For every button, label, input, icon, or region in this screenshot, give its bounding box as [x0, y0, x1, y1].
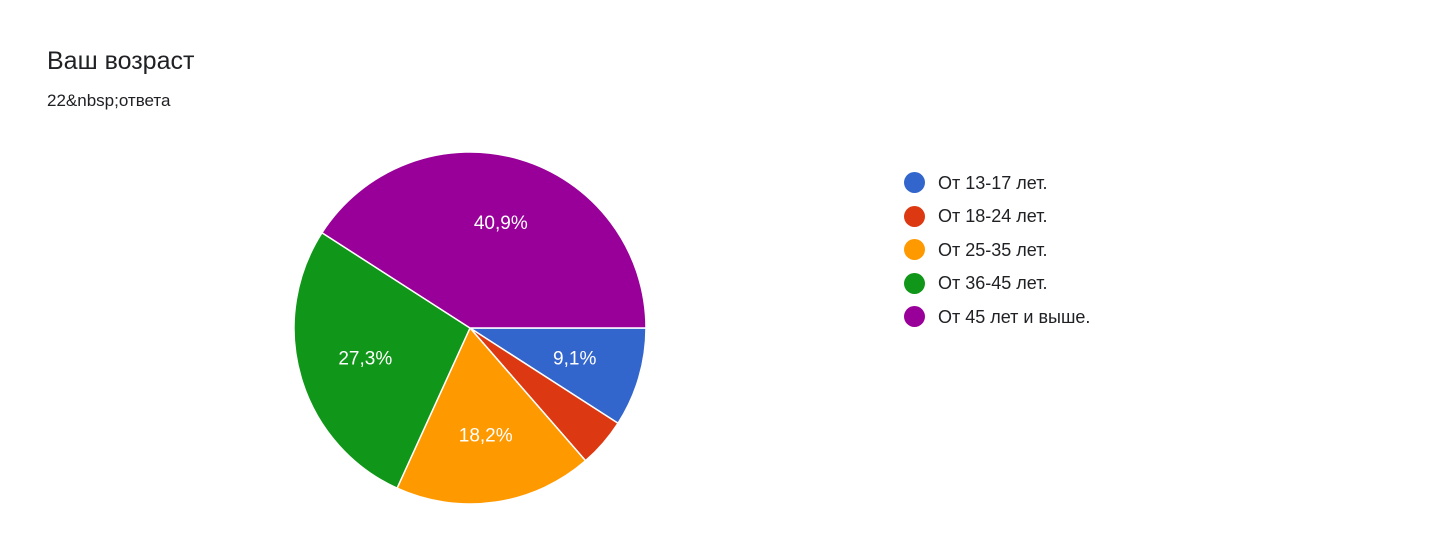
legend-color-dot: [904, 306, 925, 328]
legend-color-dot: [904, 205, 925, 227]
chart-legend: От 13-17 лет. От 18-24 лет. От 25-35 лет. О…: [904, 166, 1090, 334]
legend-label: От 45 лет и выше.: [938, 306, 1091, 327]
legend-item-3[interactable]: От 25-35 лет.: [904, 233, 1090, 267]
pie-slice-label-1: 9,1%: [553, 348, 596, 369]
legend-label: От 25-35 лет.: [938, 239, 1048, 260]
legend-color-dot: [904, 172, 925, 194]
pie-slice-1[interactable]: [469, 327, 647, 424]
response-count: 22&nbsp;ответа: [47, 91, 171, 110]
pie-slice-4[interactable]: [293, 232, 471, 489]
pie-slices: [293, 151, 647, 505]
pie-slice-3[interactable]: [396, 327, 587, 505]
pie-labels: 9,1% 18,2% 27,3% 40,9%: [338, 213, 596, 447]
legend-label: От 36-45 лет.: [938, 273, 1048, 294]
legend-item-5[interactable]: От 45 лет и выше.: [904, 300, 1090, 334]
question-title: Ваш возраст: [47, 47, 195, 75]
pie-slice-label-3: 18,2%: [459, 426, 513, 447]
pie-slice-label-5: 40,9%: [474, 213, 528, 234]
legend-color-dot: [904, 272, 925, 294]
legend-label: От 13-17 лет.: [938, 172, 1048, 193]
legend-item-4[interactable]: От 36-45 лет.: [904, 267, 1090, 301]
legend-item-1[interactable]: От 13-17 лет.: [904, 166, 1090, 200]
legend-color-dot: [904, 239, 925, 261]
legend-item-2[interactable]: От 18-24 лет.: [904, 200, 1090, 234]
legend-label: От 18-24 лет.: [938, 206, 1048, 227]
pie-slice-label-4: 27,3%: [338, 348, 392, 369]
pie-slice-5[interactable]: [321, 151, 647, 329]
